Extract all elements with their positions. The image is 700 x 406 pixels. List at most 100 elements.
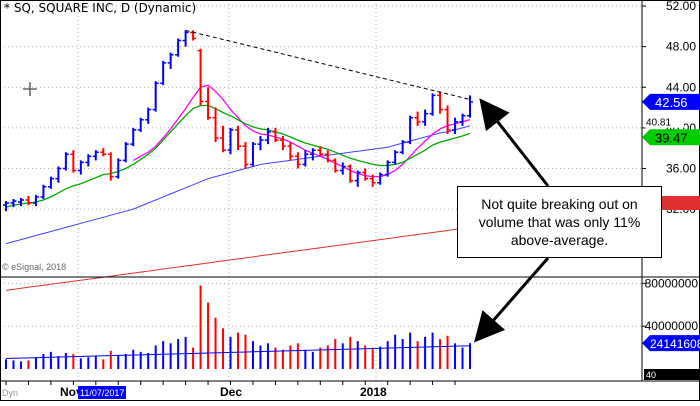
- price-bar: [92, 150, 99, 161]
- ma-200-line: [5, 208, 643, 291]
- title-prefix: *: [4, 1, 10, 15]
- volume-last-tag-text: 24141608: [650, 337, 700, 351]
- price-bar: [32, 194, 39, 207]
- price-bar: [17, 197, 24, 207]
- price-bar: [339, 162, 346, 175]
- crosshair-icon: [23, 82, 37, 96]
- price-bar: [167, 52, 174, 69]
- volume-avg-tag-text: 40: [646, 370, 656, 380]
- price-bar: [309, 148, 316, 161]
- price-bar: [145, 107, 152, 124]
- price-bar: [100, 148, 107, 157]
- price-bar: [369, 174, 376, 187]
- ma-mid-path: [132, 84, 471, 178]
- price-bar: [3, 201, 9, 212]
- volume-tick-label: 80000000: [645, 276, 699, 290]
- ma-fast-path: [5, 104, 471, 208]
- price-tick-label: 36.00: [666, 162, 696, 176]
- price-bar: [437, 91, 444, 114]
- price-bar: [62, 152, 69, 171]
- annotation-arrows: [474, 98, 550, 343]
- date-tick-label: Dec: [220, 385, 242, 399]
- price-bar: [332, 158, 339, 173]
- price-bar: [272, 127, 279, 143]
- last-price-tag-bg: [642, 93, 700, 110]
- price-bar: [242, 142, 249, 169]
- volume-last-tag: 24141608: [642, 335, 700, 352]
- price-tick-label: 52.00: [666, 0, 696, 13]
- price-bar: [235, 125, 241, 151]
- price-bars: [3, 30, 473, 212]
- ma-200-path: [5, 208, 643, 291]
- price-bar: [422, 109, 429, 126]
- dyn-label: Dyn: [2, 388, 18, 398]
- price-bar: [25, 195, 32, 206]
- price-bar: [77, 160, 84, 175]
- annotation-line-1: Not quite breaking out on: [481, 196, 638, 212]
- ma-fast-tag-text: 39.47: [655, 130, 688, 145]
- price-bar: [130, 127, 137, 147]
- arrow-to-volume: [474, 257, 550, 343]
- price-bar: [137, 117, 144, 132]
- ma-mid-line: [132, 84, 471, 178]
- ma-fast-tag-bg: [642, 129, 700, 146]
- date-tick-label: 2018: [360, 385, 387, 399]
- price-bar: [175, 38, 182, 57]
- annotation-line-2: volume that was only 11%: [478, 214, 641, 230]
- chart-title: * SQ, SQUARE INC, D (Dynamic): [4, 1, 196, 15]
- ma-mid-tag-text: 40.81: [646, 118, 671, 129]
- ma-long-line: [5, 125, 471, 245]
- price-bar: [264, 127, 271, 145]
- cursor-date-box: [78, 386, 126, 399]
- volume-bars: [5, 285, 471, 369]
- price-bar: [182, 30, 189, 47]
- price-bar: [55, 166, 62, 183]
- price-bar: [399, 140, 406, 155]
- volume-tick-label: 40000000: [645, 319, 699, 333]
- title-text: SQ, SQUARE INC, D (Dynamic): [13, 1, 197, 15]
- price-bar: [220, 125, 227, 153]
- price-bar: [347, 164, 354, 183]
- price-bar: [414, 111, 421, 126]
- ma-fast-tag: 39.47: [642, 129, 700, 146]
- price-tick-label: 44.00: [666, 80, 696, 94]
- price-bar: [47, 176, 54, 189]
- price-bar: [459, 113, 466, 126]
- volume-avg-tag: 40: [644, 369, 700, 380]
- price-tick-label: 48.00: [666, 40, 696, 54]
- price-bar: [70, 150, 77, 173]
- price-bar: [122, 142, 129, 163]
- price-bar: [392, 150, 399, 165]
- price-bar: [10, 198, 17, 208]
- price-bar: [324, 150, 331, 163]
- ma-mid-tag: 40.81: [644, 115, 684, 129]
- ma-long-path: [5, 125, 471, 245]
- price-bar: [279, 136, 286, 151]
- price-bar: [249, 142, 256, 167]
- price-bar: [429, 93, 436, 116]
- price-bar: [152, 81, 159, 112]
- ma-fast-line: [5, 104, 471, 208]
- price-bar: [107, 152, 114, 181]
- price-bar: [115, 158, 122, 179]
- price-bar: [384, 160, 391, 177]
- annotation-callout: Not quite breaking out on volume that wa…: [457, 186, 662, 258]
- cursor-date-label: 11/07/2017: [80, 388, 124, 398]
- price-bar: [40, 184, 47, 199]
- last-price-tag-text: 42.56: [655, 95, 688, 110]
- date-tick-label: Nov: [60, 385, 83, 399]
- price-bar: [407, 115, 414, 145]
- volume-avg-tag-bg: [644, 369, 700, 380]
- arrow-to-price: [479, 98, 550, 187]
- annotation-line-3: above-average.: [510, 232, 609, 248]
- price-bar: [205, 87, 212, 120]
- volume-last-tag-bg: [642, 335, 700, 352]
- price-bar: [257, 136, 264, 151]
- last-price-tag: 42.56: [642, 93, 700, 110]
- price-bar: [294, 152, 301, 169]
- price-bar: [452, 117, 459, 134]
- price-bar: [227, 127, 234, 155]
- price-bar: [287, 142, 294, 161]
- price-bar: [160, 60, 167, 86]
